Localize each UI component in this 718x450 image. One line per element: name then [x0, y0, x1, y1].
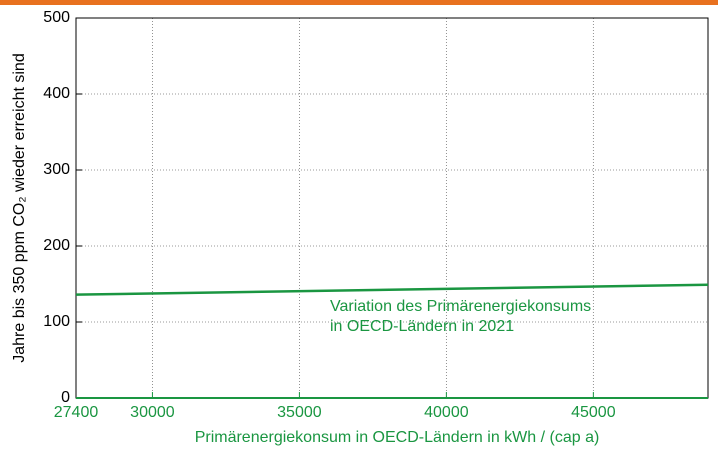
annotation: Variation des Primärenergiekonsums: [330, 298, 591, 315]
y-tick-label: 400: [43, 85, 70, 102]
data-line: [75, 283, 709, 296]
y-axis-label: Jahre bis 350 ppm CO₂ wieder erreicht si…: [11, 53, 28, 362]
x-tick-label: 35000: [277, 404, 322, 421]
y-tick-label: 100: [43, 313, 70, 330]
plot-frame: [75, 17, 709, 399]
y-tick-label: 500: [43, 9, 70, 26]
y-tick-label: 300: [43, 161, 70, 178]
y-tick-label: 0: [61, 389, 70, 406]
x-axis-label: Primärenergiekonsum in OECD-Ländern in k…: [195, 429, 600, 446]
top-bar: [0, 0, 718, 5]
x-tick-label: 30000: [130, 404, 175, 421]
x-tick-label: 45000: [571, 404, 616, 421]
annotation: in OECD-Ländern in 2021: [330, 318, 514, 335]
x-tick-label: 27400: [54, 404, 99, 421]
x-tick-label: 40000: [424, 404, 469, 421]
y-tick-label: 200: [43, 237, 70, 254]
